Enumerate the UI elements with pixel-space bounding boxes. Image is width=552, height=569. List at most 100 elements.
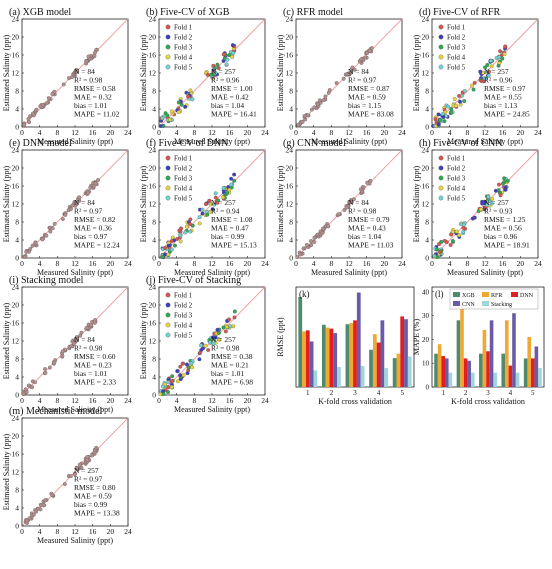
data-point — [365, 180, 370, 185]
x-tick-label: 0 — [430, 259, 434, 268]
y-tick-label: 24 — [286, 146, 294, 155]
y-tick-label: 4 — [15, 504, 19, 513]
legend-label: DNN — [520, 293, 534, 299]
y-tick-label: 8 — [289, 87, 293, 96]
bar — [527, 337, 532, 387]
data-point — [44, 101, 49, 106]
data-point — [320, 231, 325, 236]
bar-panel-l: 1 2 3 4 5 0 10 20 30 40 (l) K-fold cross validation… — [412, 286, 545, 406]
x-tick-label: 4 — [175, 396, 179, 405]
y-tick-label: 20 — [12, 164, 20, 173]
data-point — [74, 337, 79, 342]
bar — [407, 356, 412, 387]
y-tick-label: 16 — [149, 51, 157, 60]
legend-label: Fold 5 — [174, 195, 193, 203]
data-point — [74, 466, 79, 471]
data-point — [470, 216, 475, 221]
bar — [329, 328, 334, 387]
data-point — [213, 70, 218, 75]
x-tick-label: 24 — [398, 128, 406, 137]
data-point — [485, 203, 490, 207]
data-point — [33, 380, 37, 385]
legend-label: Fold 4 — [174, 322, 193, 330]
data-point — [47, 365, 52, 370]
y-tick-label: 16 — [12, 182, 20, 191]
bar-panel-k: 1 2 3 4 5 (k) K-fold cross validation RMSE (ppt… — [276, 286, 415, 406]
x-tick-label: 12 — [481, 259, 489, 268]
data-point — [166, 252, 171, 257]
stat-text: MAE = 0.21 — [211, 361, 249, 370]
stat-text: RMSE = 0.97 — [484, 84, 526, 93]
stat-text: MAE = 0.32 — [74, 93, 112, 102]
legend-marker — [438, 24, 444, 30]
stat-text: R² = 0.98 — [211, 344, 240, 353]
stat-text: MAE = 0.59 — [348, 93, 386, 102]
data-point — [163, 252, 168, 257]
x-tick-label: 20 — [244, 259, 252, 268]
y-tick-label: 4 — [425, 105, 429, 114]
data-point — [224, 325, 229, 329]
data-point — [327, 88, 332, 93]
data-point — [471, 87, 476, 92]
legend-marker — [438, 185, 444, 191]
data-point — [197, 215, 202, 220]
stat-text: R² = 0.96 — [484, 76, 513, 85]
data-point — [312, 105, 317, 110]
data-point — [349, 70, 354, 75]
stat-text: bias = 0.99 — [211, 232, 244, 241]
data-point — [183, 104, 188, 109]
data-point — [309, 239, 313, 243]
stat-text: MAPE = 24.85 — [484, 110, 530, 119]
x-tick-label: 4 — [509, 389, 513, 397]
data-point — [60, 217, 65, 221]
data-point — [50, 492, 55, 497]
panel-title: (a) XGB model — [9, 7, 71, 18]
data-point — [486, 73, 491, 78]
data-point — [22, 122, 27, 127]
legend-label: Fold 2 — [447, 165, 466, 173]
legend-swatch — [511, 292, 518, 297]
data-point — [50, 226, 55, 231]
data-point — [21, 391, 26, 396]
data-point — [232, 172, 237, 177]
bar — [489, 320, 494, 387]
data-point — [461, 225, 466, 230]
data-point — [225, 191, 230, 195]
data-point — [77, 462, 82, 467]
data-point — [216, 198, 221, 203]
x-tick-label: 1 — [306, 389, 310, 397]
one-to-one-line — [158, 286, 266, 396]
data-point — [457, 233, 462, 238]
y-tick-label: 12 — [149, 200, 157, 209]
y-tick-label: 16 — [12, 319, 20, 328]
bar — [467, 360, 471, 387]
y-tick-label: 12 — [12, 69, 20, 78]
panel-title: (g) CNN model — [283, 138, 346, 149]
data-point — [232, 178, 237, 183]
y-tick-label: 0 — [289, 123, 293, 132]
stat-text: N = 257 — [74, 466, 99, 475]
y-tick-label: 8 — [152, 87, 156, 96]
y-tick-label: 12 — [12, 337, 20, 346]
x-tick-label: 16 — [89, 128, 97, 137]
panel-title: (k) — [299, 289, 310, 299]
stat-text: N = 257 — [211, 335, 236, 344]
x-tick-label: 24 — [398, 259, 406, 268]
data-point — [48, 229, 53, 234]
data-point — [462, 222, 466, 227]
x-tick-label: 8 — [329, 128, 333, 137]
y-axis-label: Estimated Salinity (ppt) — [139, 165, 148, 242]
y-tick-label: 24 — [12, 146, 20, 155]
x-axis-label: Measured Salinity (ppt) — [174, 137, 250, 146]
x-tick-label: 0 — [20, 259, 24, 268]
x-tick-label: 12 — [208, 259, 216, 268]
y-axis-label: Estimated Salinity (ppt) — [2, 165, 11, 242]
legend-marker — [438, 155, 444, 161]
bar — [333, 333, 338, 387]
bar — [302, 331, 306, 387]
y-tick-label: 8 — [152, 218, 156, 227]
data-point — [483, 65, 488, 70]
